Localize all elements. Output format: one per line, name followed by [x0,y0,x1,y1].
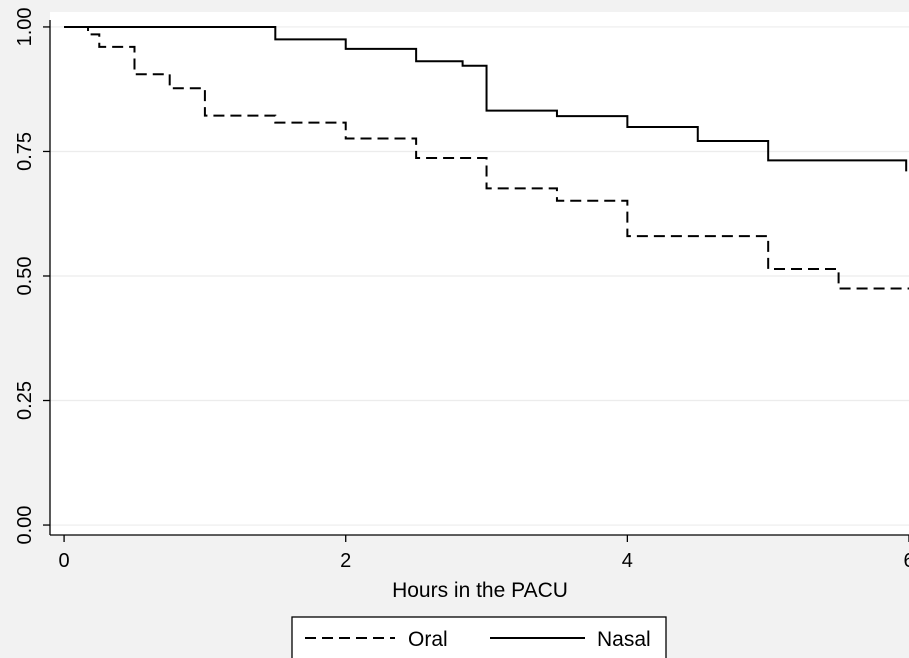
axes: 0.00 0.25 0.50 0.75 1.00 0 2 4 6 [14,7,909,572]
plot-area [50,12,909,535]
gridlines [50,26,909,526]
legend-label-oral: Oral [408,628,448,651]
x-axis-title: Hours in the PACU [392,579,568,602]
y-tick-label-4: 1.00 [14,7,36,46]
y-tick-label-3: 0.75 [14,132,36,171]
y-tick-label-0: 0.00 [14,506,36,545]
y-tick-label-1: 0.25 [14,381,36,420]
x-tick-label-3: 6 [903,550,909,572]
series-line-nasal [64,25,908,172]
x-tick-label-1: 2 [340,550,351,572]
x-tick-label-2: 4 [622,550,633,572]
legend-label-nasal: Nasal [597,628,651,651]
legend-box [291,616,667,658]
series-line-oral [64,25,909,290]
series-layer [64,25,909,290]
y-tick-label-2: 0.50 [14,257,36,296]
x-tick-label-0: 0 [59,550,70,572]
legend: Oral Nasal [291,616,667,658]
